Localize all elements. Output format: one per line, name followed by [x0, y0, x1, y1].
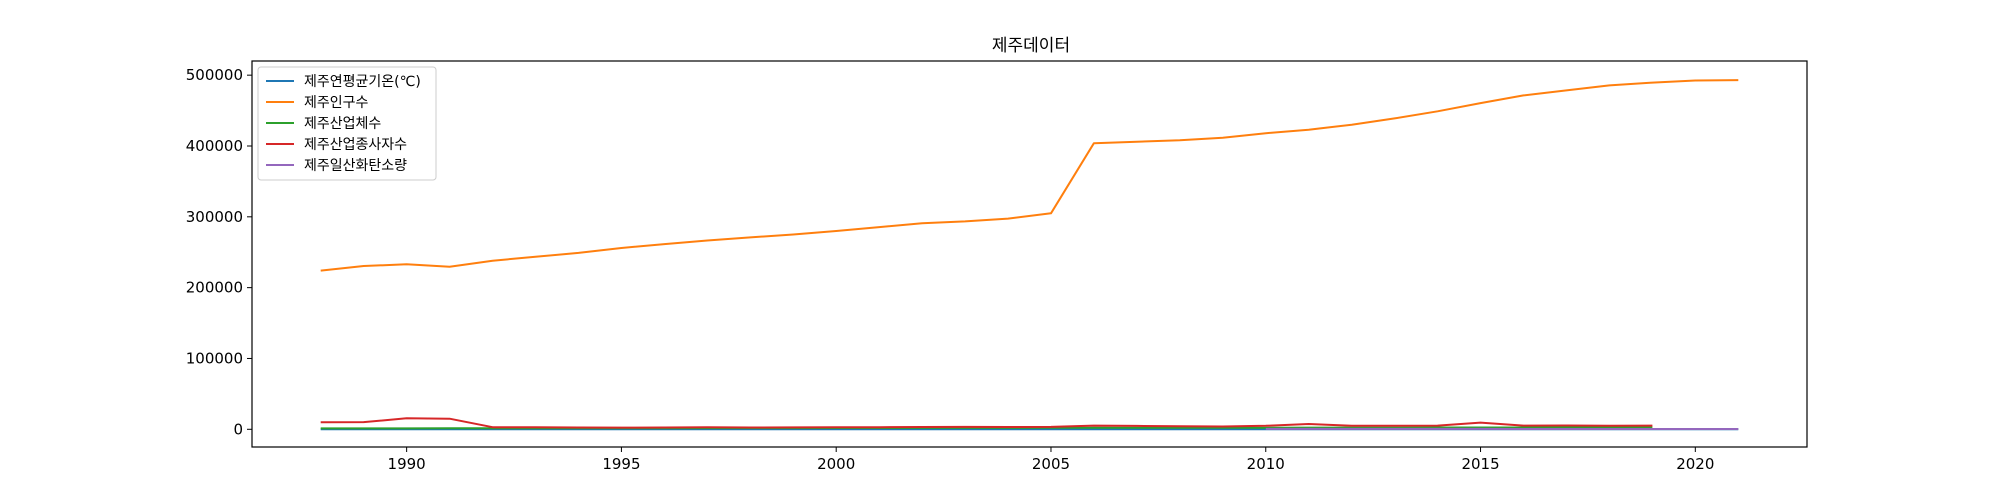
chart-title: 제주데이터 — [992, 36, 1070, 56]
plot-area — [320, 79, 1739, 431]
y-tick-label: 500000 — [186, 66, 243, 84]
x-tick-label: 2020 — [1676, 455, 1714, 473]
series-line-4 — [320, 417, 1653, 429]
y-tick-label: 0 — [233, 420, 243, 438]
y-tick-label: 200000 — [186, 279, 243, 297]
series-line-2 — [320, 79, 1739, 272]
legend-label-4: 제주산업종사자수 — [304, 137, 407, 153]
x-tick-label: 2010 — [1247, 455, 1285, 473]
x-tick-label: 2005 — [1032, 455, 1070, 473]
legend-label-5: 제주일산화탄소량 — [304, 158, 407, 174]
y-axis: 0 100000 200000 300000 400000 500000 — [186, 66, 252, 438]
x-tick-label: 1995 — [602, 455, 640, 473]
axes-frame — [251, 60, 1808, 448]
x-tick-label: 2000 — [817, 455, 855, 473]
y-tick-label: 100000 — [186, 349, 243, 367]
x-tick-label: 1990 — [388, 455, 426, 473]
x-axis: 1990 1995 2000 2005 2010 2015 2020 — [388, 447, 1714, 473]
legend-label-1: 제주연평균기온(℃) — [304, 74, 421, 90]
legend-label-2: 제주인구수 — [304, 95, 369, 111]
y-tick-label: 400000 — [186, 137, 243, 155]
legend-box — [257, 66, 437, 181]
x-tick-label: 2015 — [1461, 455, 1499, 473]
legend-label-3: 제주산업체수 — [304, 116, 381, 132]
y-tick-label: 300000 — [186, 208, 243, 226]
